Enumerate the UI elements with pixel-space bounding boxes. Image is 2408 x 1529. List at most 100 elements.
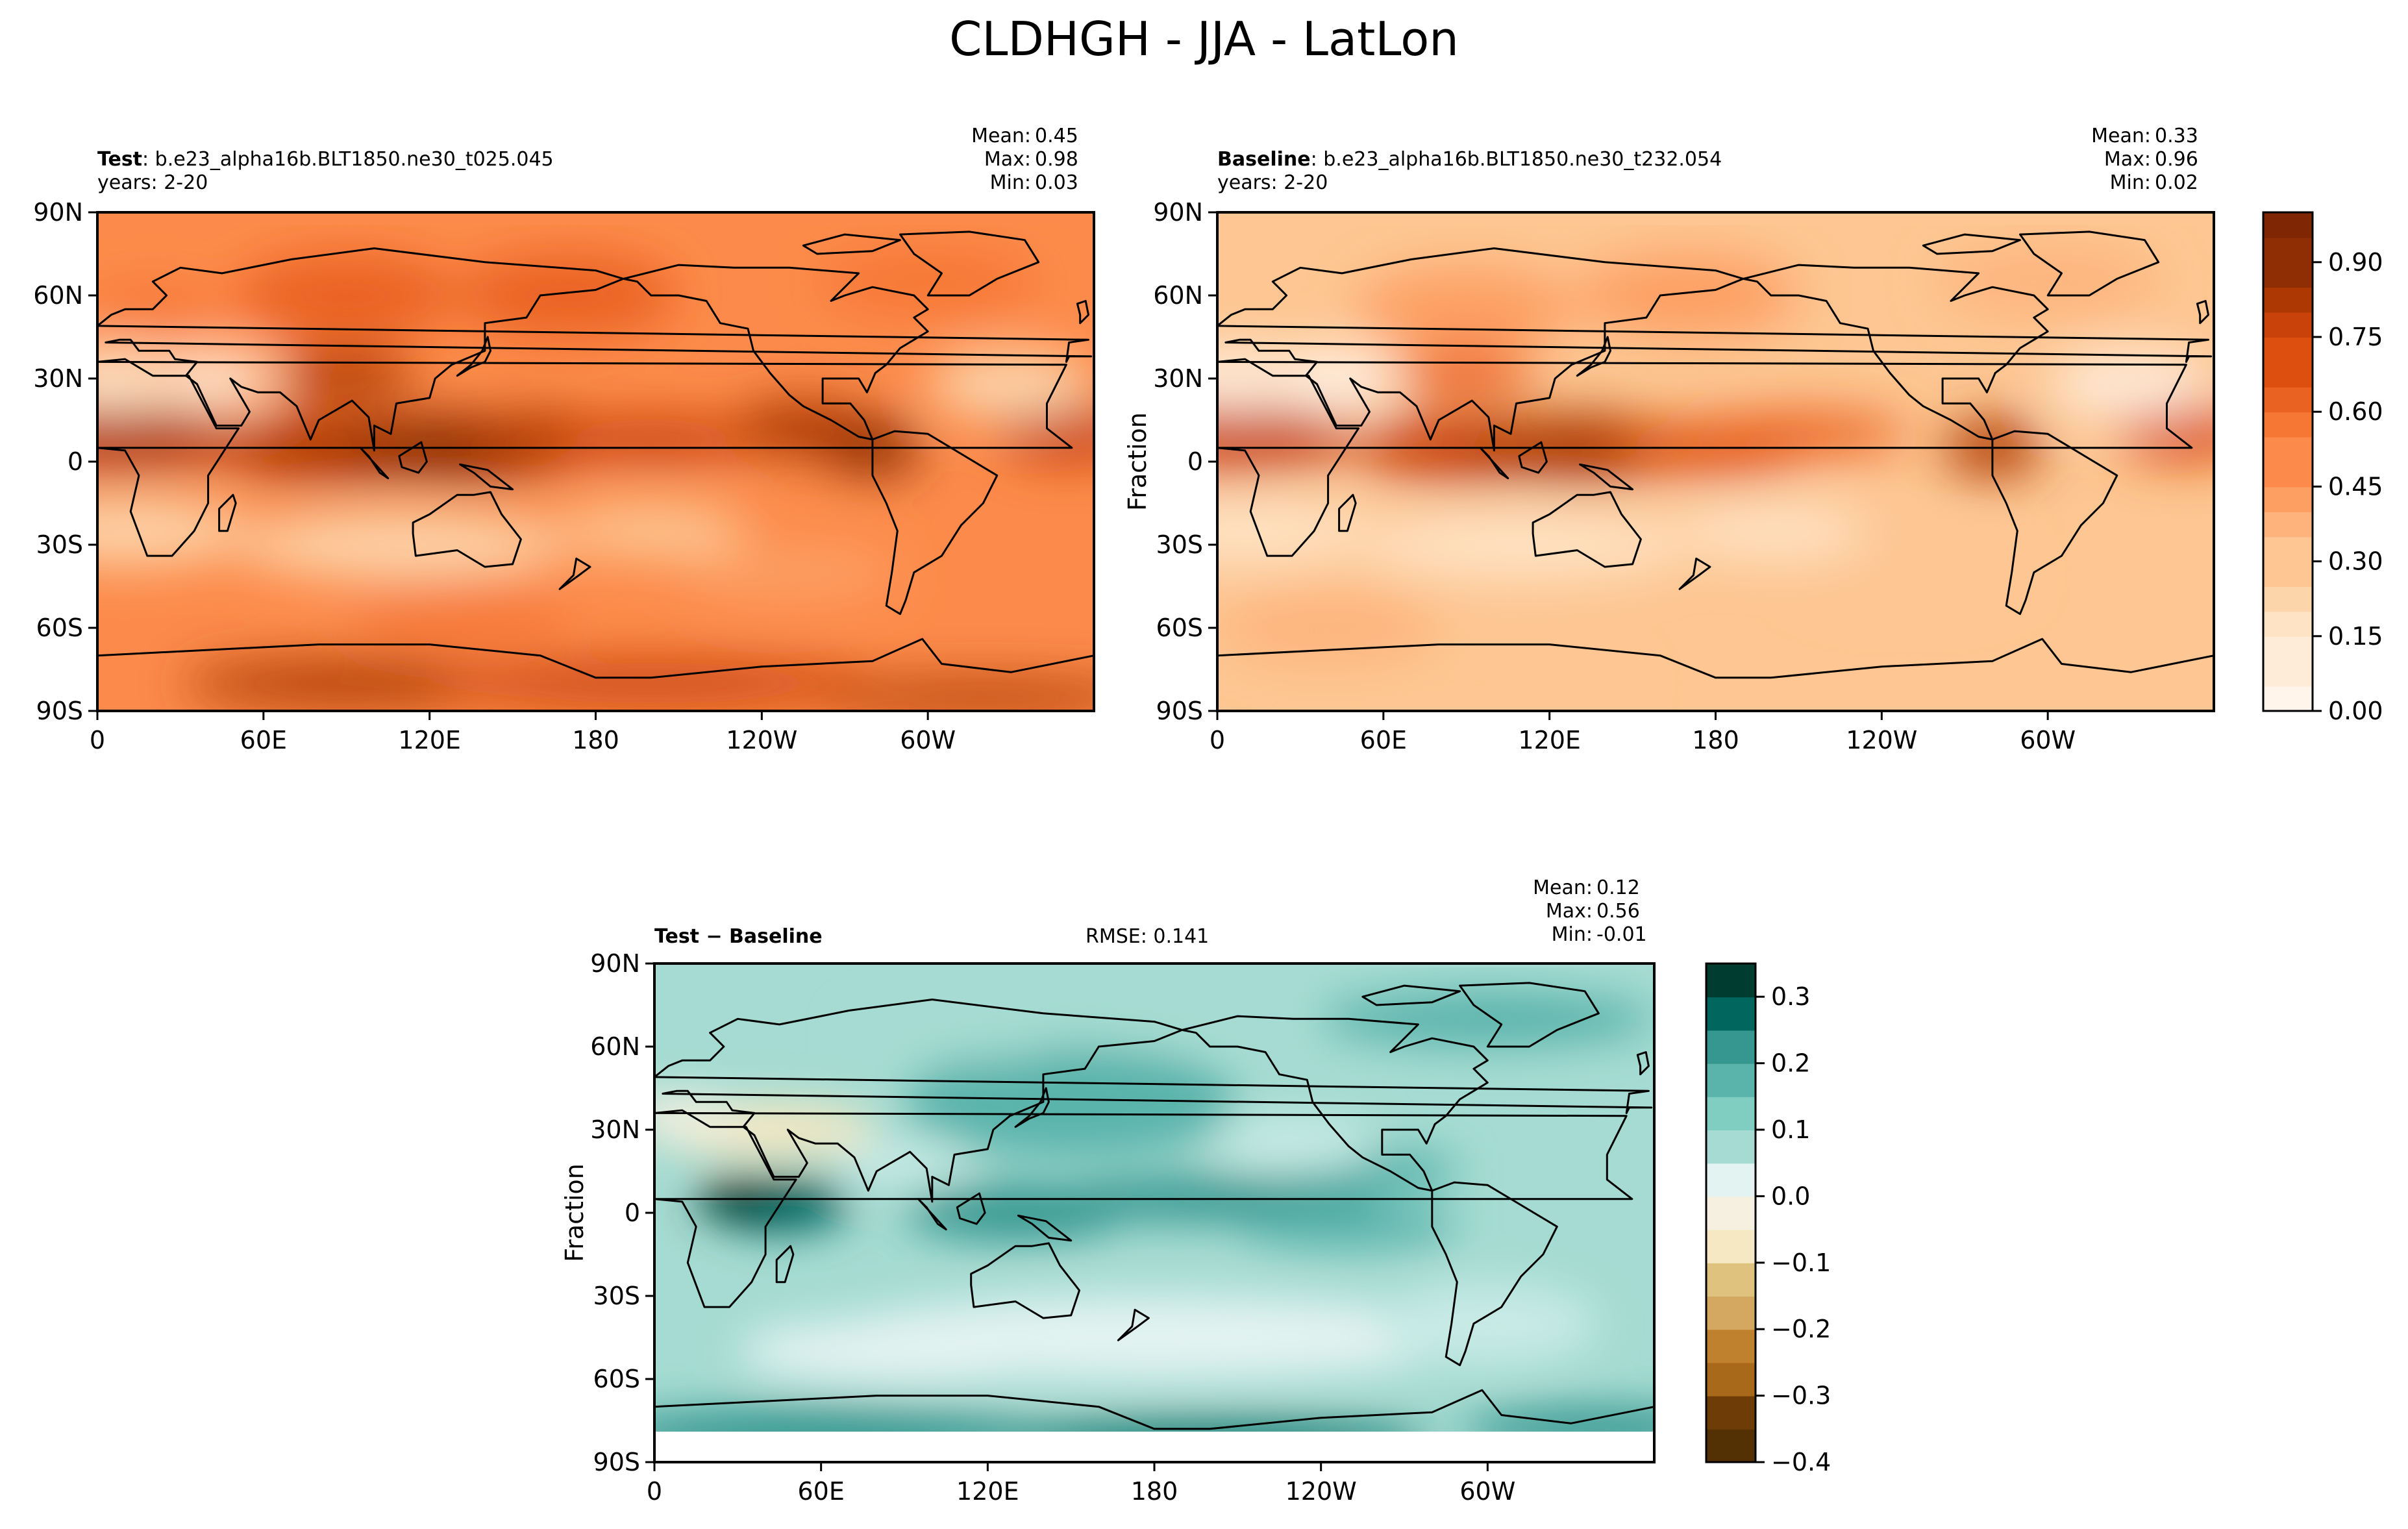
coastline-11	[1579, 463, 1634, 491]
y-tick-label: 0	[625, 1199, 640, 1227]
field-blob-5	[1687, 412, 1909, 456]
y-tick-label: 90N	[590, 949, 640, 978]
field-blob-15	[1577, 254, 1799, 337]
coastline-5	[1532, 491, 1642, 568]
coastline-6	[654, 1389, 1654, 1430]
coastline-1	[1217, 247, 2213, 452]
coastline-11	[459, 463, 514, 491]
diff-rmse: RMSE: 0.141	[1086, 925, 1210, 948]
coastline-0	[654, 1109, 1633, 1308]
x-tick-label: 60W	[900, 726, 956, 754]
colorbar-level	[1706, 1428, 1756, 1463]
colorbar-level	[2263, 212, 2313, 238]
colorbar-level	[2263, 661, 2313, 687]
coastline-0	[1217, 358, 2193, 557]
y-tick-label: 30S	[593, 1282, 640, 1310]
colorbar-tick-label: 0.75	[2328, 323, 2383, 351]
coastline-4	[871, 430, 999, 615]
field-blob-19	[1798, 545, 2020, 601]
y-tick-label: 0	[68, 447, 83, 476]
field-blob-11	[928, 351, 1094, 417]
coastline-3	[1459, 982, 1600, 1048]
colorbar-level	[2263, 686, 2313, 712]
colorbar-level	[1706, 1030, 1756, 1064]
coastline-14	[802, 233, 901, 255]
colorbar-tick-label: 0.15	[2328, 622, 2383, 651]
y-tick-label: 30N	[1153, 364, 1203, 393]
field-blob-8	[904, 1047, 1238, 1158]
colorbar-tick-label: 0.1	[1771, 1115, 1810, 1144]
y-tick-label: 30N	[33, 364, 83, 393]
test-min: 0.03	[1035, 171, 1078, 194]
coastline-5	[412, 491, 522, 568]
colorbar-tick-label: 0.3	[1771, 982, 1810, 1011]
colorbar-level	[2263, 486, 2313, 512]
x-tick-label: 0	[90, 726, 105, 754]
diff-max: 0.56	[1596, 900, 1640, 923]
y-axis-label: Fraction	[1123, 412, 1152, 511]
test-map: 0 60E 120E 180 120W 60W 90N 60N 30N 0 30S 60S 90S	[33, 198, 1095, 754]
baseline-panel-header: Baseline: b.e23_alpha16b.BLT1850.ne30_t2…	[1217, 148, 1722, 195]
field-blob-20	[1217, 594, 1439, 662]
field-blob-10	[1376, 1282, 1599, 1365]
field-blob-5	[1237, 1204, 1460, 1249]
field-blob-14	[97, 497, 250, 564]
field-blob-15	[1321, 991, 1654, 1047]
test-years: years: 2-20	[97, 171, 208, 194]
baseline-colorbar: 0.00 0.15 0.30 0.45 0.60 0.75 0.90	[2262, 211, 2383, 725]
coastline-9	[359, 447, 390, 480]
y-tick-label: 60S	[1156, 614, 1203, 642]
field-blob-18	[835, 1141, 974, 1186]
field-blob-5	[540, 417, 762, 462]
x-tick-label: 60E	[1360, 726, 1407, 754]
baseline-mean: 0.33	[2155, 125, 2198, 147]
colorbar-level	[2263, 362, 2313, 388]
colorbar-level	[1706, 1163, 1756, 1197]
colorbar-tick-label: 0.60	[2328, 397, 2383, 426]
coastline-3	[899, 230, 1040, 297]
field-blob-20	[429, 661, 873, 706]
field-blob-1	[97, 412, 236, 467]
x-tick-label: 120W	[1285, 1477, 1357, 1506]
difference-colorbar: −0.4 −0.3 −0.2 −0.1 0.0 0.1 0.2 0.3	[1705, 962, 1831, 1476]
colorbar-level	[1706, 1329, 1756, 1363]
coastline-1	[654, 999, 1653, 1203]
diff-mean: 0.12	[1596, 876, 1640, 899]
field-blob-16	[457, 254, 679, 337]
y-tick-label: 30N	[590, 1115, 640, 1144]
coastline-4	[1431, 1181, 1558, 1367]
field-blob-1	[1217, 412, 1356, 467]
coastline-2	[622, 264, 929, 441]
colorbar-level	[1706, 1063, 1756, 1097]
colorbar-level	[2263, 611, 2313, 637]
x-tick-label: 120E	[956, 1477, 1019, 1506]
colorbar-tick-label: 0.30	[2328, 547, 2383, 576]
y-tick-label: 60N	[1153, 281, 1203, 310]
colorbar-tick-label: −0.1	[1771, 1249, 1831, 1277]
field-blob-18	[1397, 351, 1536, 395]
baseline-label: Baseline	[1217, 148, 1311, 171]
masked-region	[654, 1432, 1654, 1462]
baseline-years: years: 2-20	[1217, 171, 1328, 194]
field-blob-18	[817, 248, 1039, 315]
field-blob-13	[236, 511, 568, 578]
y-tick-label: 90N	[33, 198, 83, 227]
colorbar-level	[1706, 1130, 1756, 1164]
coastline-10	[1518, 441, 1548, 474]
coastline-3	[2019, 230, 2160, 297]
field-blob-17	[97, 287, 222, 332]
baseline-max: 0.96	[2155, 148, 2198, 171]
y-tick-label: 60S	[593, 1365, 640, 1393]
coastline-9	[917, 1198, 947, 1231]
x-tick-label: 120E	[1518, 726, 1581, 754]
colorbar-frame	[1705, 962, 1757, 1463]
test-case-name: : b.e23_alpha16b.BLT1850.ne30_t025.045	[142, 148, 554, 171]
coastline-12	[558, 557, 591, 590]
baseline-stats: Mean: 0.33 Max: 0.96 Min: 0.02	[2091, 125, 2213, 195]
colorbar-level	[2263, 636, 2313, 662]
y-tick-label: 90S	[36, 697, 83, 725]
coastline-13	[2196, 300, 2209, 325]
coastline-2	[1742, 264, 2049, 441]
diff-min: -0.01	[1596, 923, 1647, 946]
